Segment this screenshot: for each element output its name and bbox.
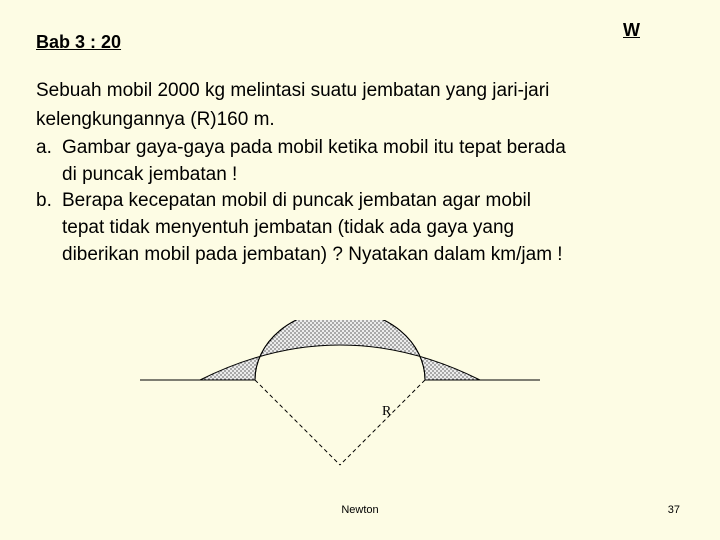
item-b-line1: Berapa kecepatan mobil di puncak jembata… [62,188,680,215]
item-b: b. Berapa kecepatan mobil di puncak jemb… [36,188,680,268]
item-a: a. Gambar gaya-gaya pada mobil ketika mo… [36,135,680,188]
page-number: 37 [668,504,680,516]
item-b-marker: b. [36,188,62,268]
item-b-line3: diberikan mobil pada jembatan) ? Nyataka… [62,242,680,269]
chapter-label: Bab 3 : 20 [36,32,121,53]
header-w-label: W [623,20,640,41]
radius-label: R [382,404,392,419]
item-a-line1: Gambar gaya-gaya pada mobil ketika mobil… [62,135,680,162]
bridge-diagram: R [130,320,550,490]
intro-line-2: kelengkungannya (R)160 m. [36,107,680,134]
intro-line-1: Sebuah mobil 2000 kg melintasi suatu jem… [36,78,680,105]
item-b-line2: tepat tidak menyentuh jembatan (tidak ad… [62,215,680,242]
item-a-marker: a. [36,135,62,188]
problem-text: Sebuah mobil 2000 kg melintasi suatu jem… [36,78,680,268]
item-a-line2: di puncak jembatan ! [62,162,680,189]
footer-center: Newton [341,504,378,516]
